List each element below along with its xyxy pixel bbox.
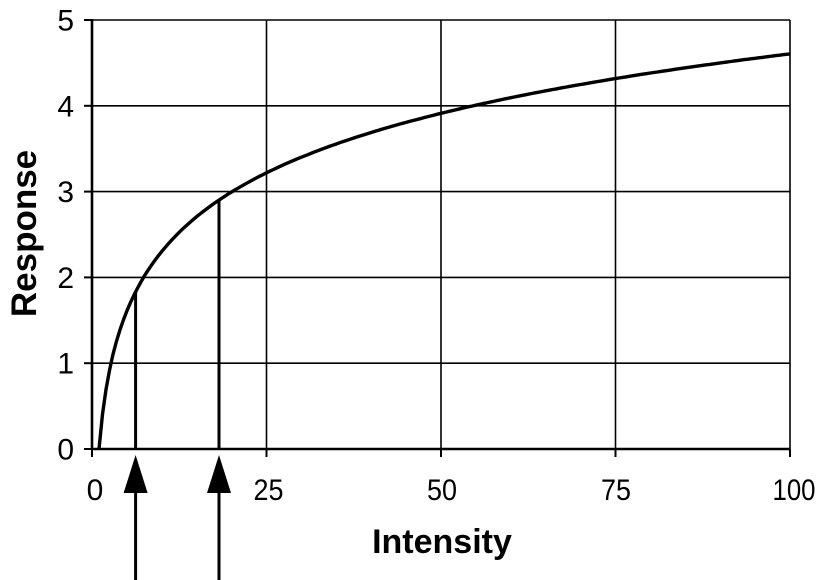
svg-text:2: 2	[57, 262, 74, 295]
svg-text:75: 75	[601, 474, 631, 507]
svg-text:Intensity: Intensity	[372, 523, 512, 561]
svg-text:5: 5	[57, 5, 74, 38]
svg-text:25: 25	[254, 474, 284, 507]
svg-text:3: 3	[57, 176, 74, 209]
svg-text:Response: Response	[5, 150, 44, 317]
svg-text:0: 0	[57, 434, 74, 467]
svg-text:100: 100	[773, 474, 816, 507]
svg-text:1: 1	[57, 348, 74, 381]
svg-text:4: 4	[57, 90, 74, 123]
svg-text:50: 50	[427, 474, 457, 507]
svg-text:0: 0	[87, 474, 104, 507]
